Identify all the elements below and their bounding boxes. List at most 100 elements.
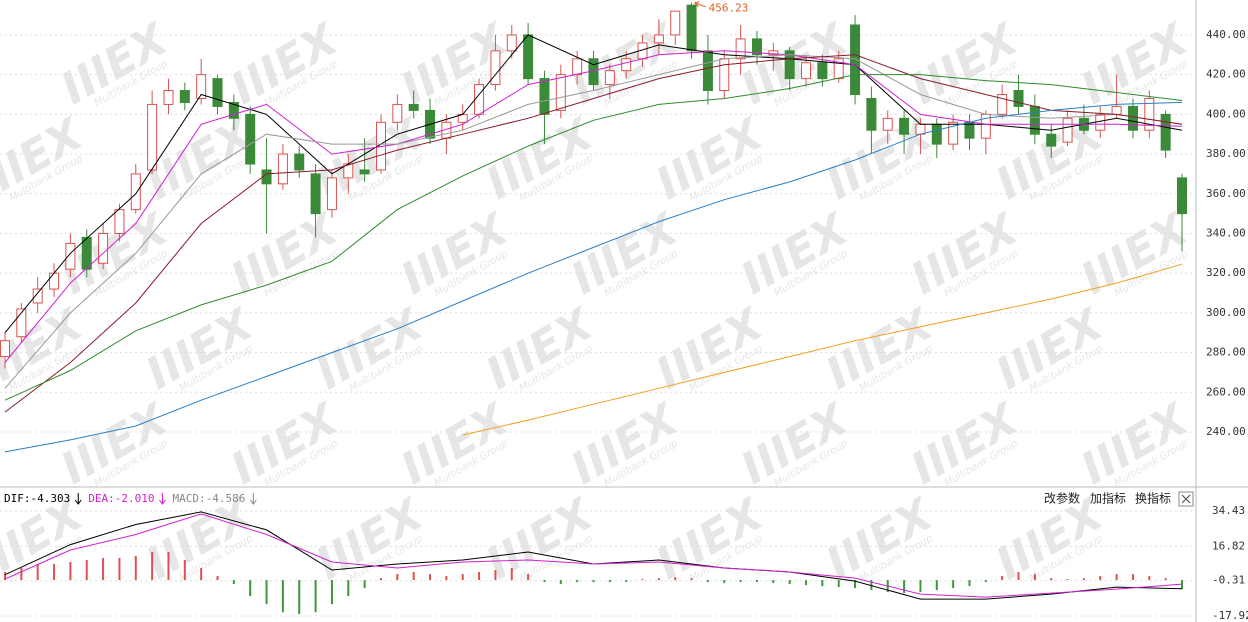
- candle-body: [653, 34, 664, 44]
- y-tick-label: 260.00: [1206, 385, 1246, 398]
- macd-bar: [118, 558, 121, 581]
- macd-bar: [330, 580, 333, 605]
- candle-body: [604, 70, 615, 86]
- candle-body: [294, 153, 305, 171]
- macd-bar: [706, 580, 709, 583]
- candle-body: [0, 340, 10, 358]
- macd-bar: [592, 580, 595, 583]
- macd-bar: [1148, 576, 1151, 581]
- legend-entry: MACD:-4.586: [172, 492, 245, 505]
- candle-body: [506, 34, 517, 52]
- moving-average: [4, 50, 1183, 363]
- candle-body: [277, 153, 288, 185]
- candle-body: [81, 236, 92, 270]
- candle-body: [179, 90, 190, 103]
- candle-body: [163, 90, 174, 105]
- y-tick-label: -17.92: [1212, 609, 1248, 622]
- candle-body: [408, 103, 419, 111]
- macd-bar: [1001, 576, 1004, 581]
- macd-bar: [559, 580, 562, 585]
- macd-bar: [69, 562, 72, 581]
- candle-body: [833, 58, 844, 80]
- macd-bar: [543, 580, 546, 583]
- candle-body: [751, 38, 762, 56]
- arrow-icon: [249, 493, 257, 505]
- close-button[interactable]: [1178, 491, 1194, 507]
- candle-body: [931, 123, 942, 145]
- macd-bar: [968, 580, 971, 587]
- macd-bar: [805, 580, 808, 586]
- candle-body: [130, 173, 141, 211]
- macd-bar: [837, 580, 840, 588]
- candle-body: [817, 62, 828, 80]
- candle-body: [147, 103, 158, 171]
- macd-bar: [4, 572, 6, 581]
- macd-bar: [314, 580, 317, 613]
- candle-body: [850, 24, 861, 95]
- macd-bar: [608, 580, 611, 583]
- macd-bar: [102, 558, 105, 581]
- y-tick-label: 240.00: [1206, 425, 1246, 438]
- macd-bar: [576, 580, 579, 583]
- candle-body: [359, 169, 370, 175]
- candle-body: [915, 123, 926, 135]
- candle-body: [735, 38, 746, 60]
- macd-bar: [85, 560, 88, 581]
- macd-bar: [772, 580, 775, 584]
- candle-body: [555, 74, 566, 111]
- macd-bar: [625, 580, 628, 583]
- macd-bar: [690, 578, 693, 581]
- y-tick-label: 340.00: [1206, 226, 1246, 239]
- macd-bar: [1017, 572, 1020, 581]
- candle-body: [1029, 105, 1040, 135]
- y-tick-label: 300.00: [1206, 306, 1246, 319]
- macd-bar: [1082, 578, 1085, 581]
- candle-body: [474, 84, 485, 115]
- macd-bar: [478, 572, 481, 581]
- moving-average: [4, 54, 1183, 413]
- macd-bar: [461, 574, 464, 581]
- candle-body: [490, 50, 501, 86]
- macd-bar: [281, 580, 284, 613]
- macd-bar: [167, 551, 170, 581]
- y-tick-label: -0.31: [1212, 574, 1245, 587]
- macd-bar: [984, 580, 987, 583]
- candle-body: [702, 50, 713, 92]
- macd-bar: [1164, 578, 1167, 581]
- candle-body: [1013, 90, 1024, 107]
- candle-body: [1127, 105, 1138, 131]
- moving-average: [4, 54, 1183, 389]
- button[interactable]: 加指标: [1090, 491, 1126, 506]
- macd-bar: [1115, 574, 1118, 581]
- macd-bar: [723, 580, 726, 584]
- candle-body: [539, 78, 550, 115]
- candle-body: [1111, 105, 1122, 115]
- candle-body: [326, 177, 337, 211]
- y-tick-label: 420.00: [1206, 68, 1246, 81]
- macd-bar: [1131, 574, 1134, 581]
- annotation: 456.23: [709, 2, 749, 15]
- candle-body: [523, 34, 534, 80]
- macd-bar: [429, 574, 432, 581]
- button[interactable]: 换指标: [1135, 491, 1171, 506]
- macd-bar: [379, 578, 382, 581]
- macd-bar: [347, 580, 350, 597]
- macd-bar: [265, 580, 268, 605]
- macd-bar: [935, 580, 938, 591]
- macd-bar: [249, 580, 252, 597]
- button[interactable]: 改参数: [1044, 491, 1080, 506]
- y-tick-label: 16.82: [1212, 539, 1245, 552]
- candle-body: [228, 101, 239, 119]
- macd-bar: [657, 578, 660, 581]
- candle-body: [212, 78, 223, 107]
